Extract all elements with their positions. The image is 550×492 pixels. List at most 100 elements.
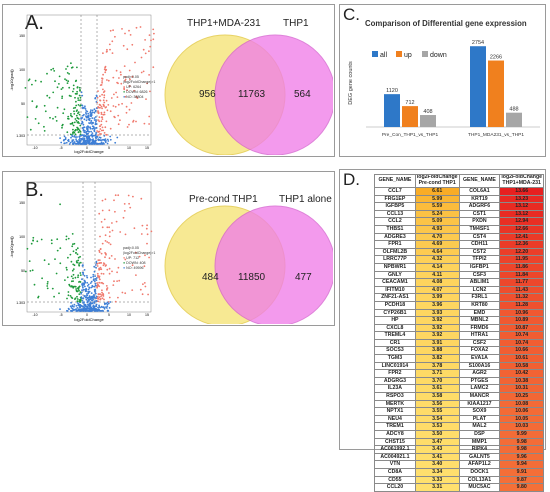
volcano-point [142,48,145,51]
log2fc-thp1-mda-cell: 9.91 [499,467,544,477]
volcano-point [99,306,101,309]
volcano-point [144,39,147,41]
volcano-point [70,310,73,312]
volcano-point [74,276,77,279]
log2fc-precond-cell: 3.92 [414,323,460,333]
volcano-point [103,105,105,108]
volcano-point [72,243,74,246]
log2fc-thp1-mda-cell: 12.66 [499,224,544,234]
volcano-b-ytick: 100 [19,235,25,239]
volcano-point [114,116,116,119]
volcano-point [109,231,111,233]
gene-name-cell: CYP26B1 [374,308,416,318]
table-row: ZNF21-AS1 3.99 F3RL1 11.32 [374,293,544,302]
volcano-point [93,128,96,130]
volcano-point [69,141,72,144]
log2fc-precond-cell: 4.70 [414,232,460,242]
log2fc-precond-cell: 3.88 [414,346,460,356]
volcano-point [117,194,120,197]
volcano-point [99,128,102,130]
table-row: CYP26B1 3.93 EMD 10.96 [374,308,544,318]
volcano-point [117,82,119,85]
volcano-point [87,135,90,138]
volcano-point [69,253,72,256]
volcano-point [102,142,105,144]
volcano-point [98,281,101,284]
volcano-point [29,270,32,272]
volcano-point [142,70,145,73]
volcano-point [100,113,103,115]
log2fc-thp1-mda-cell: 12.41 [499,232,544,242]
legend-swatch-up [396,51,402,57]
volcano-point [99,95,101,98]
volcano-point [85,135,88,138]
volcano-point [53,70,56,72]
volcano-point [115,91,117,94]
volcano-b-ytick: 150 [19,201,25,205]
volcano-point [102,103,105,106]
gene-name-cell: HTRA1 [458,331,501,340]
volcano-point [143,282,146,284]
volcano-point [91,132,94,134]
volcano-point [94,134,97,137]
volcano-point [80,296,83,298]
table-row: NEU4 3.54 PLAT 10.05 [374,414,544,424]
volcano-point [100,221,103,223]
volcano-point [71,269,74,272]
gene-name-cell: VTN [374,460,416,469]
venn-a-overlap: 11763 [238,89,266,100]
volcano-point [84,105,86,108]
volcano-point [105,253,107,256]
volcano-point [124,95,127,98]
volcano-point [152,38,155,41]
volcano-point [86,294,89,297]
volcano-point [31,269,34,272]
log2fc-precond-cell: 5.24 [414,209,460,219]
legend-swatch-all [372,51,378,57]
panel-d-label: D. [343,170,360,189]
gene-name-cell: IL23A [374,384,416,394]
log2fc-precond-cell: 3.55 [414,407,460,416]
volcano-point [72,143,75,145]
volcano-point [103,138,105,141]
volcano-point [116,96,119,98]
volcano-point [105,68,108,71]
volcano-point [75,248,78,251]
volcano-point [93,280,96,283]
volcano-point [112,284,115,286]
gene-name-cell: S100A16 [458,361,501,371]
volcano-point [76,90,78,93]
log2fc-thp1-mda-cell: 10.58 [499,361,544,371]
gene-name-cell: DOCK1 [458,467,501,477]
volcano-point [98,251,101,253]
gene-name-cell: GALNT5 [458,452,501,462]
gene-name-cell: CST4 [458,232,501,242]
volcano-point [106,226,109,229]
table-row: THBS1 4.93 TM4SF1 12.66 [374,224,544,234]
volcano-b-ytick: 1.303 [16,301,25,305]
volcano-point [129,78,131,81]
volcano-point [61,86,64,89]
table-row: HP 3.92 MBNL2 10.89 [374,316,544,325]
volcano-point [103,135,106,137]
volcano-point [117,103,120,106]
volcano-point [79,304,81,307]
volcano-point [138,255,141,258]
volcano-point [96,265,99,267]
volcano-point [81,143,84,145]
volcano-b-xtick: 5 [108,313,110,317]
volcano-point [56,106,59,109]
gene-name-cell: NEU4 [374,414,416,424]
volcano-point [119,71,122,74]
venn-b-right-circle [214,205,333,324]
volcano-point [90,307,93,309]
gene-name-cell: FPR1 [374,240,416,249]
volcano-point [97,306,99,309]
volcano-point [92,140,95,142]
gene-name-cell: PTGES [458,376,501,386]
volcano-point [144,52,147,55]
volcano-point [107,104,110,106]
volcano-point [61,95,64,98]
volcano-point [93,117,96,119]
volcano-point [94,300,96,302]
